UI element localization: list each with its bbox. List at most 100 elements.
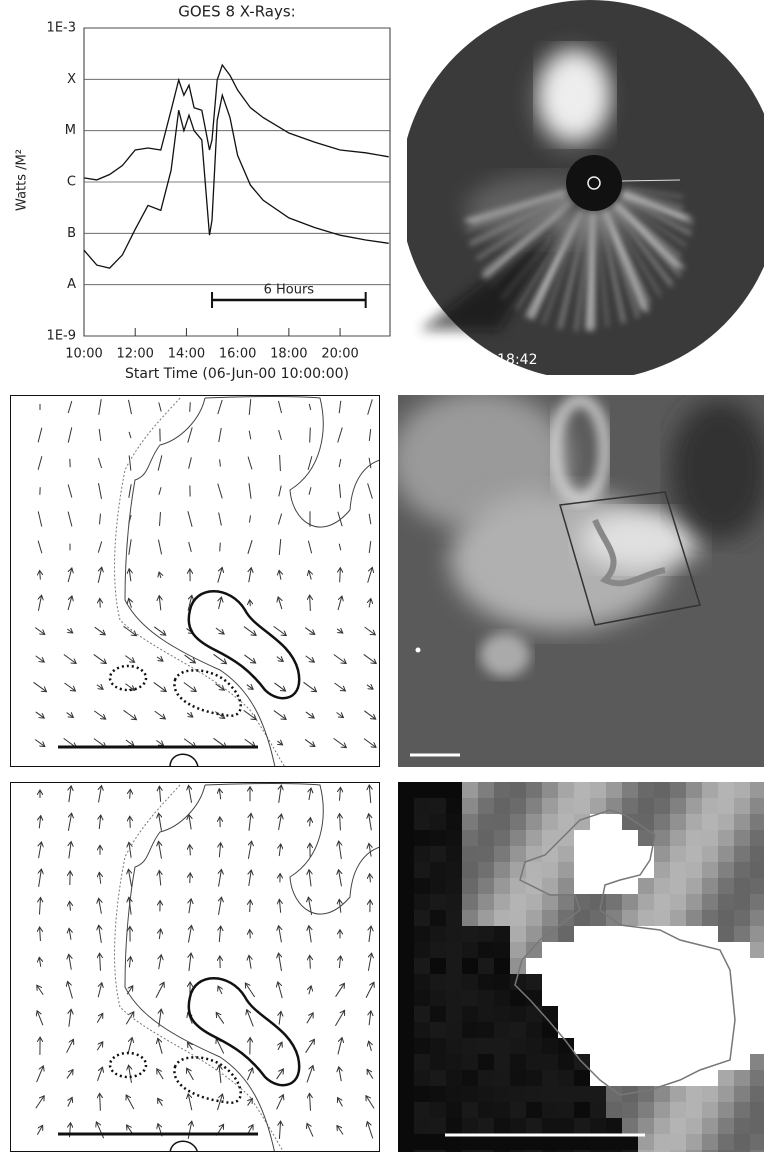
pixel — [686, 846, 702, 862]
pixel — [430, 1086, 446, 1102]
field-vector — [188, 925, 191, 943]
field-vector — [309, 926, 311, 943]
pixel — [670, 878, 686, 894]
field-vector — [333, 737, 347, 747]
pixel — [494, 1134, 510, 1150]
pixel — [670, 1102, 686, 1118]
pixel — [494, 1070, 510, 1086]
pixel — [702, 846, 718, 862]
field-vector — [154, 710, 166, 719]
pixel — [398, 1134, 414, 1150]
pixel — [398, 830, 414, 846]
pixel — [686, 974, 702, 990]
field-vector — [99, 815, 101, 830]
field-vector — [369, 814, 372, 831]
pixel — [414, 958, 430, 974]
streamer — [615, 201, 682, 259]
pixel — [494, 942, 510, 958]
field-vector — [218, 427, 222, 443]
pixel — [574, 1134, 590, 1150]
pixel — [462, 958, 478, 974]
pixel — [558, 814, 574, 830]
pixel — [510, 798, 526, 814]
pixel — [510, 830, 526, 846]
field-vector — [219, 843, 220, 858]
pixel — [462, 910, 478, 926]
pixel — [430, 1118, 446, 1134]
pixel — [414, 990, 430, 1006]
pixel — [590, 1086, 606, 1102]
pixel — [478, 926, 494, 942]
pixel — [526, 878, 542, 894]
pixel — [654, 782, 670, 798]
pixel — [718, 1150, 734, 1152]
pixel — [510, 1150, 526, 1152]
pixel — [622, 894, 638, 910]
field-vector — [307, 540, 313, 554]
field-vector — [66, 1070, 73, 1079]
field-vector — [305, 711, 314, 718]
pixel — [686, 862, 702, 878]
pixel — [718, 1086, 734, 1102]
streamer — [621, 192, 693, 220]
pixel — [510, 782, 526, 798]
field-vector — [307, 1123, 314, 1137]
pixel — [734, 846, 750, 862]
pixel — [606, 926, 622, 942]
pixel — [638, 942, 654, 958]
field-vector — [363, 654, 377, 663]
streamer — [613, 203, 682, 278]
field-vector — [100, 953, 101, 971]
field-vector — [129, 598, 132, 608]
series-line — [83, 63, 389, 181]
pixel — [718, 782, 734, 798]
x-tick-label: 10:00 — [65, 347, 102, 362]
pixel — [430, 1150, 446, 1152]
pixel — [478, 1134, 494, 1150]
field-vector — [159, 813, 162, 831]
pixel — [494, 958, 510, 974]
pixel — [654, 862, 670, 878]
field-vector — [67, 511, 73, 527]
field-vector — [37, 985, 44, 996]
y-tick-label: A — [67, 277, 76, 292]
pixel — [430, 1038, 446, 1054]
field-vector — [368, 513, 372, 525]
field-vector — [308, 403, 312, 411]
pixel — [622, 1022, 638, 1038]
pixel — [702, 894, 718, 910]
field-vector — [99, 925, 102, 943]
pixel — [638, 782, 654, 798]
field-vector — [217, 399, 223, 415]
pixel — [398, 1150, 414, 1152]
pixel — [750, 830, 764, 846]
pixel — [654, 1006, 670, 1022]
pixel — [574, 1006, 590, 1022]
pixel — [414, 782, 430, 798]
pixel — [750, 1070, 764, 1086]
pixel — [462, 974, 478, 990]
pixel — [734, 814, 750, 830]
field-vector — [98, 399, 102, 415]
pixel-image — [398, 782, 764, 1152]
pixel — [430, 798, 446, 814]
field-vector — [100, 1093, 101, 1111]
field-vector — [215, 627, 224, 634]
field-vector — [96, 685, 103, 690]
pixel — [654, 814, 670, 830]
pixel — [542, 814, 558, 830]
pixel — [542, 1054, 558, 1070]
pixel — [398, 846, 414, 862]
chart-area: 1E-3 X M C B A 1E-9 10:00 12:00 14:00 16:00 18:00 20… — [47, 21, 390, 362]
pixel — [478, 942, 494, 958]
pixel — [750, 1134, 764, 1150]
pixel — [734, 990, 750, 1006]
pixel — [510, 1022, 526, 1038]
y-tick-label: X — [67, 72, 76, 87]
field-vector — [247, 1010, 254, 1027]
pixel — [494, 894, 510, 910]
field-vector — [276, 657, 284, 662]
pixel — [526, 1134, 542, 1150]
field-vector — [99, 898, 102, 914]
pixel — [526, 1038, 542, 1054]
